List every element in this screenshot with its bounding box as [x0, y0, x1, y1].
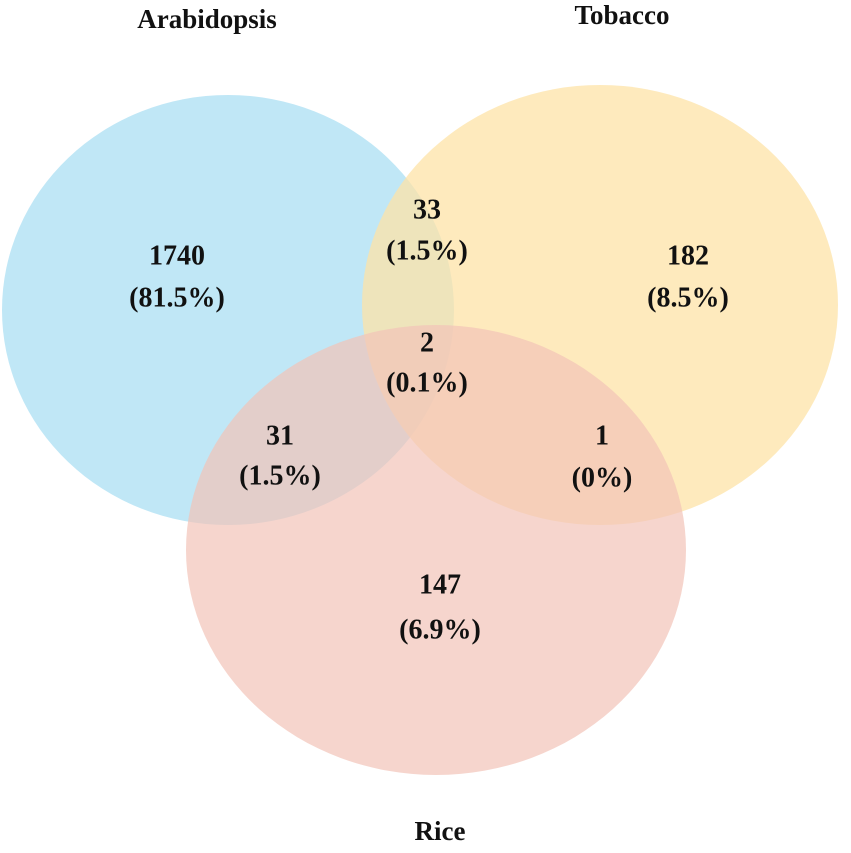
region-percent: (6.9%)	[399, 614, 481, 645]
region-count: 147	[419, 569, 461, 600]
region-percent: (0%)	[572, 462, 633, 493]
region-count: 31	[266, 420, 294, 451]
circles	[2, 85, 838, 775]
region-count: 182	[667, 240, 709, 271]
set-label: Rice	[415, 816, 466, 846]
rice-circle	[186, 325, 686, 775]
region-count: 2	[420, 327, 434, 358]
set-label: Arabidopsis	[137, 4, 277, 34]
region-count: 1740	[149, 240, 205, 271]
region-percent: (8.5%)	[647, 282, 729, 313]
region-percent: (1.5%)	[239, 460, 321, 491]
region-percent: (1.5%)	[386, 235, 468, 266]
region-count: 1	[595, 420, 609, 451]
region-percent: (81.5%)	[129, 282, 225, 313]
set-label: Tobacco	[574, 0, 669, 30]
region-count: 33	[413, 194, 441, 225]
region-percent: (0.1%)	[386, 367, 468, 398]
